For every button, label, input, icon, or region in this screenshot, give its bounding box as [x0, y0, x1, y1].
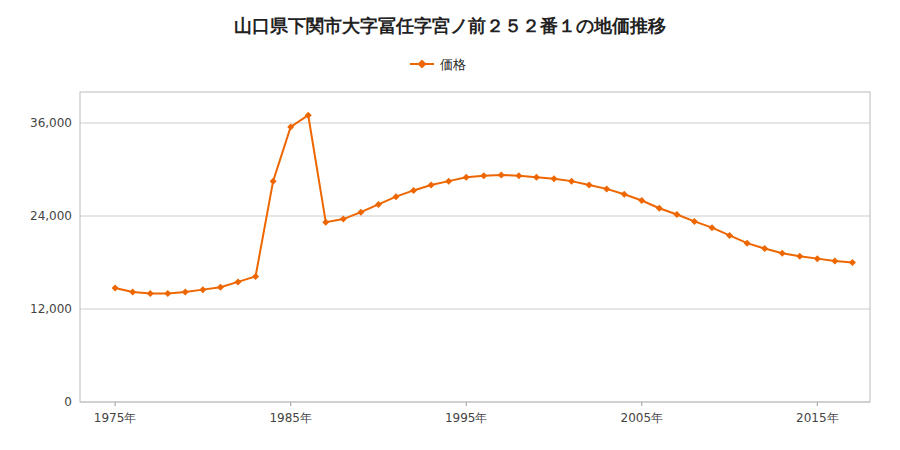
y-tick-label: 12,000: [30, 302, 72, 316]
grid-line: [80, 309, 870, 310]
marker: [182, 288, 189, 295]
marker: [691, 218, 698, 225]
data-area: [112, 112, 856, 297]
marker: [340, 216, 347, 223]
marker: [287, 123, 294, 130]
marker: [164, 290, 171, 297]
title: 山口県下関市大字冨任字宮ノ前２５２番１の地価推移: [234, 15, 666, 36]
marker: [796, 253, 803, 260]
marker: [779, 250, 786, 257]
marker: [252, 273, 259, 280]
marker: [586, 182, 593, 189]
marker: [463, 174, 470, 181]
x-tick-label: 1975年: [94, 411, 137, 425]
marker: [393, 193, 400, 200]
marker: [515, 172, 522, 179]
marker: [761, 245, 768, 252]
x-tick-label: 2005年: [621, 411, 664, 425]
x-tick: [290, 402, 291, 406]
plot-frame: [80, 92, 870, 402]
marker: [709, 224, 716, 231]
x-tick-label: 1995年: [445, 411, 488, 425]
legend-label: 価格: [440, 57, 466, 72]
marker: [270, 178, 277, 185]
marker: [235, 278, 242, 285]
grid-line: [80, 216, 870, 217]
legend-marker: [418, 60, 427, 69]
marker: [322, 219, 329, 226]
x-tick: [641, 402, 642, 406]
background: [0, 0, 900, 450]
y-tick-label: 0: [64, 395, 72, 409]
marker: [726, 232, 733, 239]
grid: [80, 123, 870, 402]
marker: [621, 191, 628, 198]
legend: 価格: [410, 57, 466, 72]
x-tick: [466, 402, 467, 406]
marker: [638, 197, 645, 204]
marker: [568, 178, 575, 185]
marker: [498, 171, 505, 178]
marker: [375, 201, 382, 208]
marker: [533, 174, 540, 181]
x-tick: [115, 402, 116, 406]
marker: [305, 112, 312, 119]
marker: [480, 172, 487, 179]
x-tick-label: 1985年: [269, 411, 312, 425]
marker: [112, 285, 119, 292]
y-tick-label: 36,000: [30, 116, 72, 130]
marker: [831, 257, 838, 264]
marker: [673, 211, 680, 218]
marker: [656, 205, 663, 212]
marker: [603, 185, 610, 192]
line: [115, 115, 852, 293]
marker: [147, 290, 154, 297]
marker: [445, 178, 452, 185]
marker: [217, 284, 224, 291]
marker: [849, 259, 856, 266]
marker: [129, 288, 136, 295]
marker: [410, 187, 417, 194]
y-tick-label: 24,000: [30, 209, 72, 223]
marker: [551, 175, 558, 182]
marker: [357, 209, 364, 216]
marker: [744, 240, 751, 247]
grid-line: [80, 123, 870, 124]
x-tick: [817, 402, 818, 406]
x-tick-label: 2015年: [796, 411, 839, 425]
marker: [428, 182, 435, 189]
marker: [199, 286, 206, 293]
chart: 山口県下関市大字冨任字宮ノ前２５２番１の地価推移 0 12,000 24,000 36,…: [0, 0, 900, 450]
marker: [814, 255, 821, 262]
